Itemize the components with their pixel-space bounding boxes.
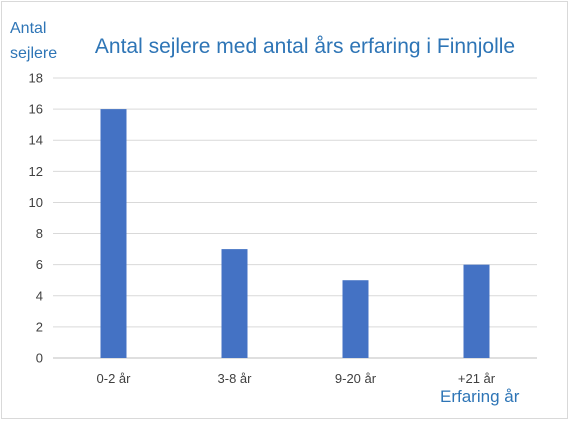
y-tick-label: 14	[29, 133, 43, 148]
y-tick-label: 18	[29, 71, 43, 86]
x-tick-label: +21 år	[458, 371, 496, 386]
y-tick-label: 4	[36, 288, 43, 303]
y-axis-label: Antal sejlere	[10, 16, 70, 66]
chart-title: Antal sejlere med antal års erfaring i F…	[94, 35, 516, 58]
y-tick-label: 12	[29, 164, 43, 179]
x-tick-label: 3-8 år	[218, 371, 253, 386]
y-tick-label: 6	[36, 257, 43, 272]
y-tick-label: 8	[36, 226, 43, 241]
y-tick-label: 10	[29, 195, 43, 210]
y-tick-label: 0	[36, 351, 43, 366]
x-axis-label: Erfaring år	[440, 387, 520, 406]
bar	[342, 280, 369, 358]
y-axis-label-line-1: Antal	[10, 20, 47, 37]
x-tick-label: 0-2 år	[97, 371, 132, 386]
bar	[100, 109, 127, 358]
bar	[221, 249, 248, 358]
x-tick-label: 9-20 år	[335, 371, 377, 386]
y-tick-label: 16	[29, 102, 43, 117]
y-axis-label-line-2: sejlere	[10, 45, 58, 62]
y-tick-label: 2	[36, 319, 43, 334]
bar	[463, 264, 490, 358]
